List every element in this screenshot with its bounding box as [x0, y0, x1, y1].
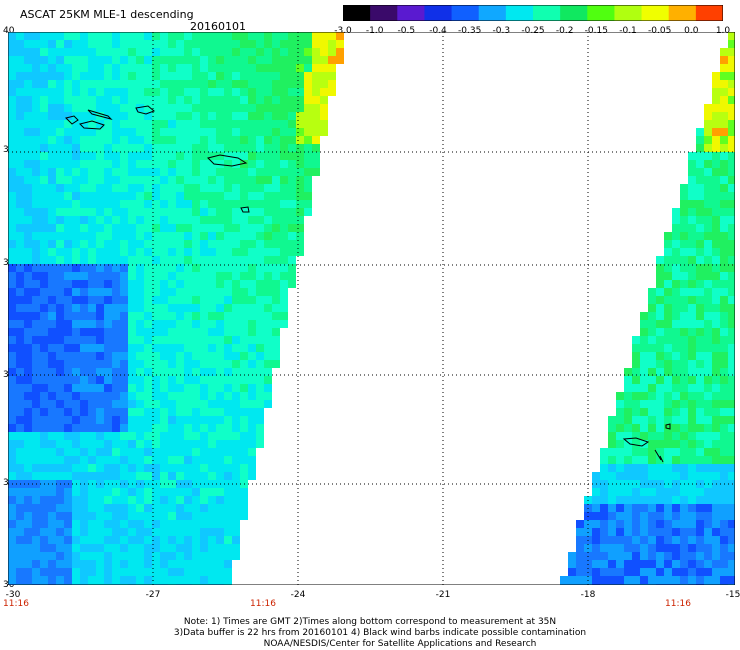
lon-label-neg27: -27 [145, 590, 161, 600]
colorbar-swatch [668, 5, 697, 21]
island-outlines [65, 105, 671, 463]
colorbar-swatch [370, 5, 398, 21]
colorbar-swatch [397, 5, 425, 21]
colorbar-label: -0.4 [429, 26, 447, 36]
lon-label-neg30: -30 [5, 590, 21, 600]
colorbar-label: -0.2 [555, 26, 574, 36]
time-label-middle: 11:16 [250, 599, 276, 609]
colorbar-swatch [641, 5, 670, 21]
colorbar [343, 5, 723, 21]
colorbar-swatch [343, 5, 371, 21]
product-date: 20160101 [190, 20, 246, 33]
colorbar-label: 0.0 [684, 26, 699, 36]
colorbar-label: 1.0 [715, 26, 731, 36]
colorbar-label: -0.15 [584, 26, 608, 36]
colorbar-swatch [560, 5, 588, 21]
colorbar-swatch [451, 5, 480, 21]
graticule [8, 32, 735, 585]
colorbar-label: -0.1 [619, 26, 637, 36]
island-santa-maria [240, 206, 250, 213]
colorbar-swatch [505, 5, 534, 21]
island-sao-miguel [207, 154, 248, 167]
island-desertas [654, 449, 664, 463]
colorbar-swatch [533, 5, 561, 21]
product-title: ASCAT 25KM MLE-1 descending [20, 8, 194, 21]
lon-label-neg18: -18 [580, 590, 596, 600]
lat-label-30: 30 [3, 580, 15, 590]
lon-label-neg15: -15 [725, 590, 740, 600]
note-line-3: NOAA/NESDIS/Center for Satellite Applica… [263, 639, 537, 649]
colorbar-swatch [614, 5, 643, 21]
colorbar-label: -3.0 [334, 26, 352, 36]
colorbar-swatch [695, 5, 723, 21]
colorbar-label: -0.25 [521, 26, 545, 36]
time-label-right: 11:16 [665, 599, 691, 609]
wind-speed-map [8, 32, 735, 585]
colorbar-swatch [587, 5, 615, 21]
colorbar-label: -0.3 [492, 26, 511, 36]
island-faial [65, 115, 79, 125]
lat-label-40: 40 [3, 26, 15, 36]
colorbar-swatch [478, 5, 507, 21]
lon-label-neg24: -24 [290, 590, 306, 600]
island-porto-santo [665, 423, 671, 430]
island-pico [79, 120, 105, 130]
time-label-left: 11:16 [3, 599, 29, 609]
swath-cells [8, 32, 735, 585]
colorbar-label: -0.5 [397, 26, 416, 36]
colorbar-label: -0.35 [458, 26, 482, 36]
island-flores-corvo [87, 109, 113, 120]
colorbar-swatch [424, 5, 453, 21]
island-madeira [622, 437, 650, 447]
colorbar-label: -0.05 [648, 26, 672, 36]
note-line-2: 3)Data buffer is 22 hrs from 20160101 4)… [173, 628, 587, 638]
island-graciosa [135, 105, 155, 115]
lon-label-neg21: -21 [435, 590, 451, 600]
colorbar-label: -1.0 [365, 26, 384, 36]
note-line-1: Note: 1) Times are GMT 2)Times along bot… [183, 617, 557, 627]
